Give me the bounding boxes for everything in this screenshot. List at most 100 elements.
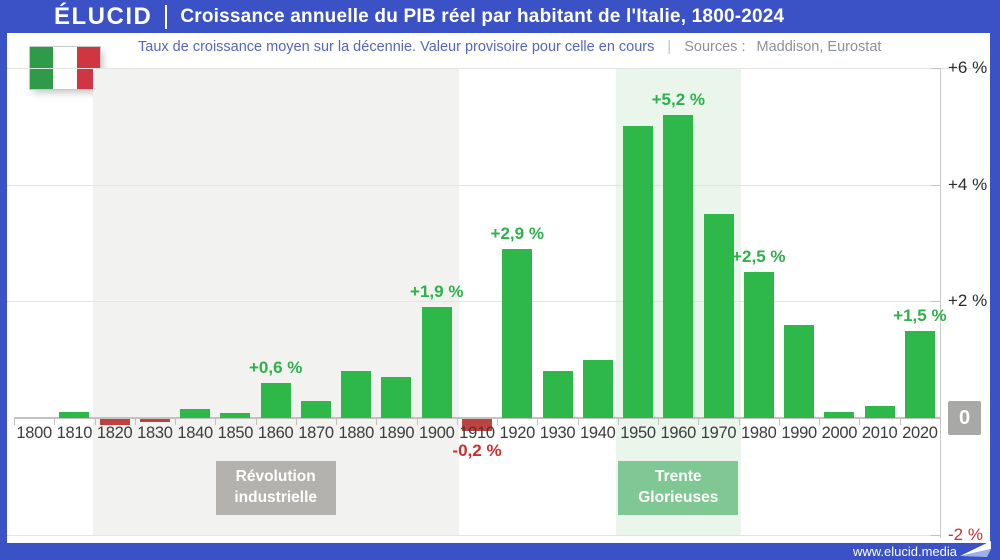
x-tick-9 [376,419,378,425]
x-label-1810: 1810 [56,424,93,442]
elucid-logo-icon [960,541,991,557]
x-tick-16 [658,419,660,425]
bar-1910 [462,419,492,431]
x-tick-19 [778,419,780,425]
y-axis-line [940,68,941,538]
x-label-1800: 1800 [16,424,52,442]
header-bar: ÉLUCID Croissance annuelle du PIB réel p… [0,0,1000,33]
x-label-1850: 1850 [217,424,254,442]
x-tick-0 [14,419,15,425]
x-tick-14 [577,419,579,425]
bar-1880 [341,371,372,418]
bar-1820 [99,419,130,425]
gridline-2 [7,301,940,303]
y-tick-label--2: -2 % [948,524,983,544]
x-label-1820: 1820 [96,424,133,442]
annotation-1900: +1,9 % [410,282,464,302]
x-label-2020: 2020 [902,424,938,442]
x-label-1840: 1840 [177,424,213,442]
x-tick-4 [175,419,177,425]
x-tick-3 [134,419,136,425]
y-tick-4 [931,184,940,186]
annotation-2020: +1,5 % [893,305,947,325]
x-tick-10 [416,419,418,425]
sources-value: Maddison, Eurostat [756,39,882,55]
subtitle-note: Taux de croissance moyen sur la décennie… [138,39,655,55]
page-title: Croissance annuelle du PIB réel par habi… [180,5,785,27]
y-tick-label-4: +4 % [948,174,988,194]
bar-2020 [904,330,935,418]
band-label-1: Trente Glorieuses [618,461,739,515]
x-tick-18 [738,419,740,425]
y-tick--2 [931,534,940,536]
bar-1830 [139,419,170,422]
header-divider [165,4,168,29]
x-tick-11 [456,419,458,425]
bar-1860 [260,383,291,418]
x-tick-12 [497,419,499,425]
bar-1870 [300,400,331,418]
subtitle-separator: | [667,39,672,55]
x-tick-13 [537,419,539,425]
x-label-1870: 1870 [298,424,334,442]
x-tick-5 [215,419,217,425]
x-label-1890: 1890 [378,424,415,442]
x-tick-15 [617,419,619,425]
x-label-1990: 1990 [781,424,817,442]
y-tick-label-6: +6 % [948,58,988,77]
bar-1920 [502,248,533,418]
bar-1960 [663,114,694,418]
bar-1930 [542,371,573,418]
x-tick-1 [54,419,56,425]
annotation-1960: +5,2 % [651,89,705,109]
annotation-1980: +2,5 % [732,247,786,267]
x-label-1860: 1860 [257,424,294,442]
frame-right-strip [990,33,1000,543]
bar-2010 [864,406,895,418]
x-label-1880: 1880 [338,424,374,442]
gridline--2 [7,534,940,536]
y-tick-6 [931,68,940,69]
gridline-4 [7,184,940,186]
x-tick-22 [899,419,901,425]
gridline-6 [7,68,983,69]
x-label-1950: 1950 [620,424,656,442]
subtitle-row: Taux de croissance moyen sur la décennie… [138,39,881,55]
x-label-2010: 2010 [861,424,898,442]
bar-2000 [824,412,855,418]
y-tick-label-2: +2 % [948,291,988,311]
x-tick-20 [819,419,821,425]
band-label-0: Révolution industrielle [215,461,336,515]
x-label-1910: 1910 [459,424,495,442]
x-tick-8 [336,419,338,425]
bar-1950 [623,126,654,418]
x-label-1960: 1960 [660,424,697,442]
annotation-1910: -0,2 % [452,441,502,460]
x-label-1980: 1980 [741,424,777,442]
y-tick-2 [931,301,940,303]
x-label-1920: 1920 [499,424,536,442]
x-tick-17 [698,419,700,425]
x-tick-2 [94,419,96,425]
sources-label: Sources : [684,39,746,55]
annotation-1860: +0,6 % [248,358,303,377]
x-axis-line [14,417,941,419]
x-label-2000: 2000 [821,424,858,442]
bar-1990 [784,324,815,418]
x-tick-6 [255,419,257,425]
zero-label-box: 0 [948,401,981,435]
x-tick-7 [295,419,297,425]
bar-1810 [59,412,90,418]
footer-url: www.elucid.media [852,544,957,559]
annotation-1920: +2,9 % [490,223,544,243]
footer-bar: www.elucid.media [0,541,1000,560]
x-label-1930: 1930 [539,424,576,442]
bar-1890 [381,377,412,418]
bar-1940 [582,359,613,418]
bar-1850 [220,413,251,418]
x-label-1900: 1900 [418,424,455,442]
brand-logo: ÉLUCID [54,2,153,30]
bar-1980 [743,272,774,418]
x-tick-23 [940,419,941,425]
